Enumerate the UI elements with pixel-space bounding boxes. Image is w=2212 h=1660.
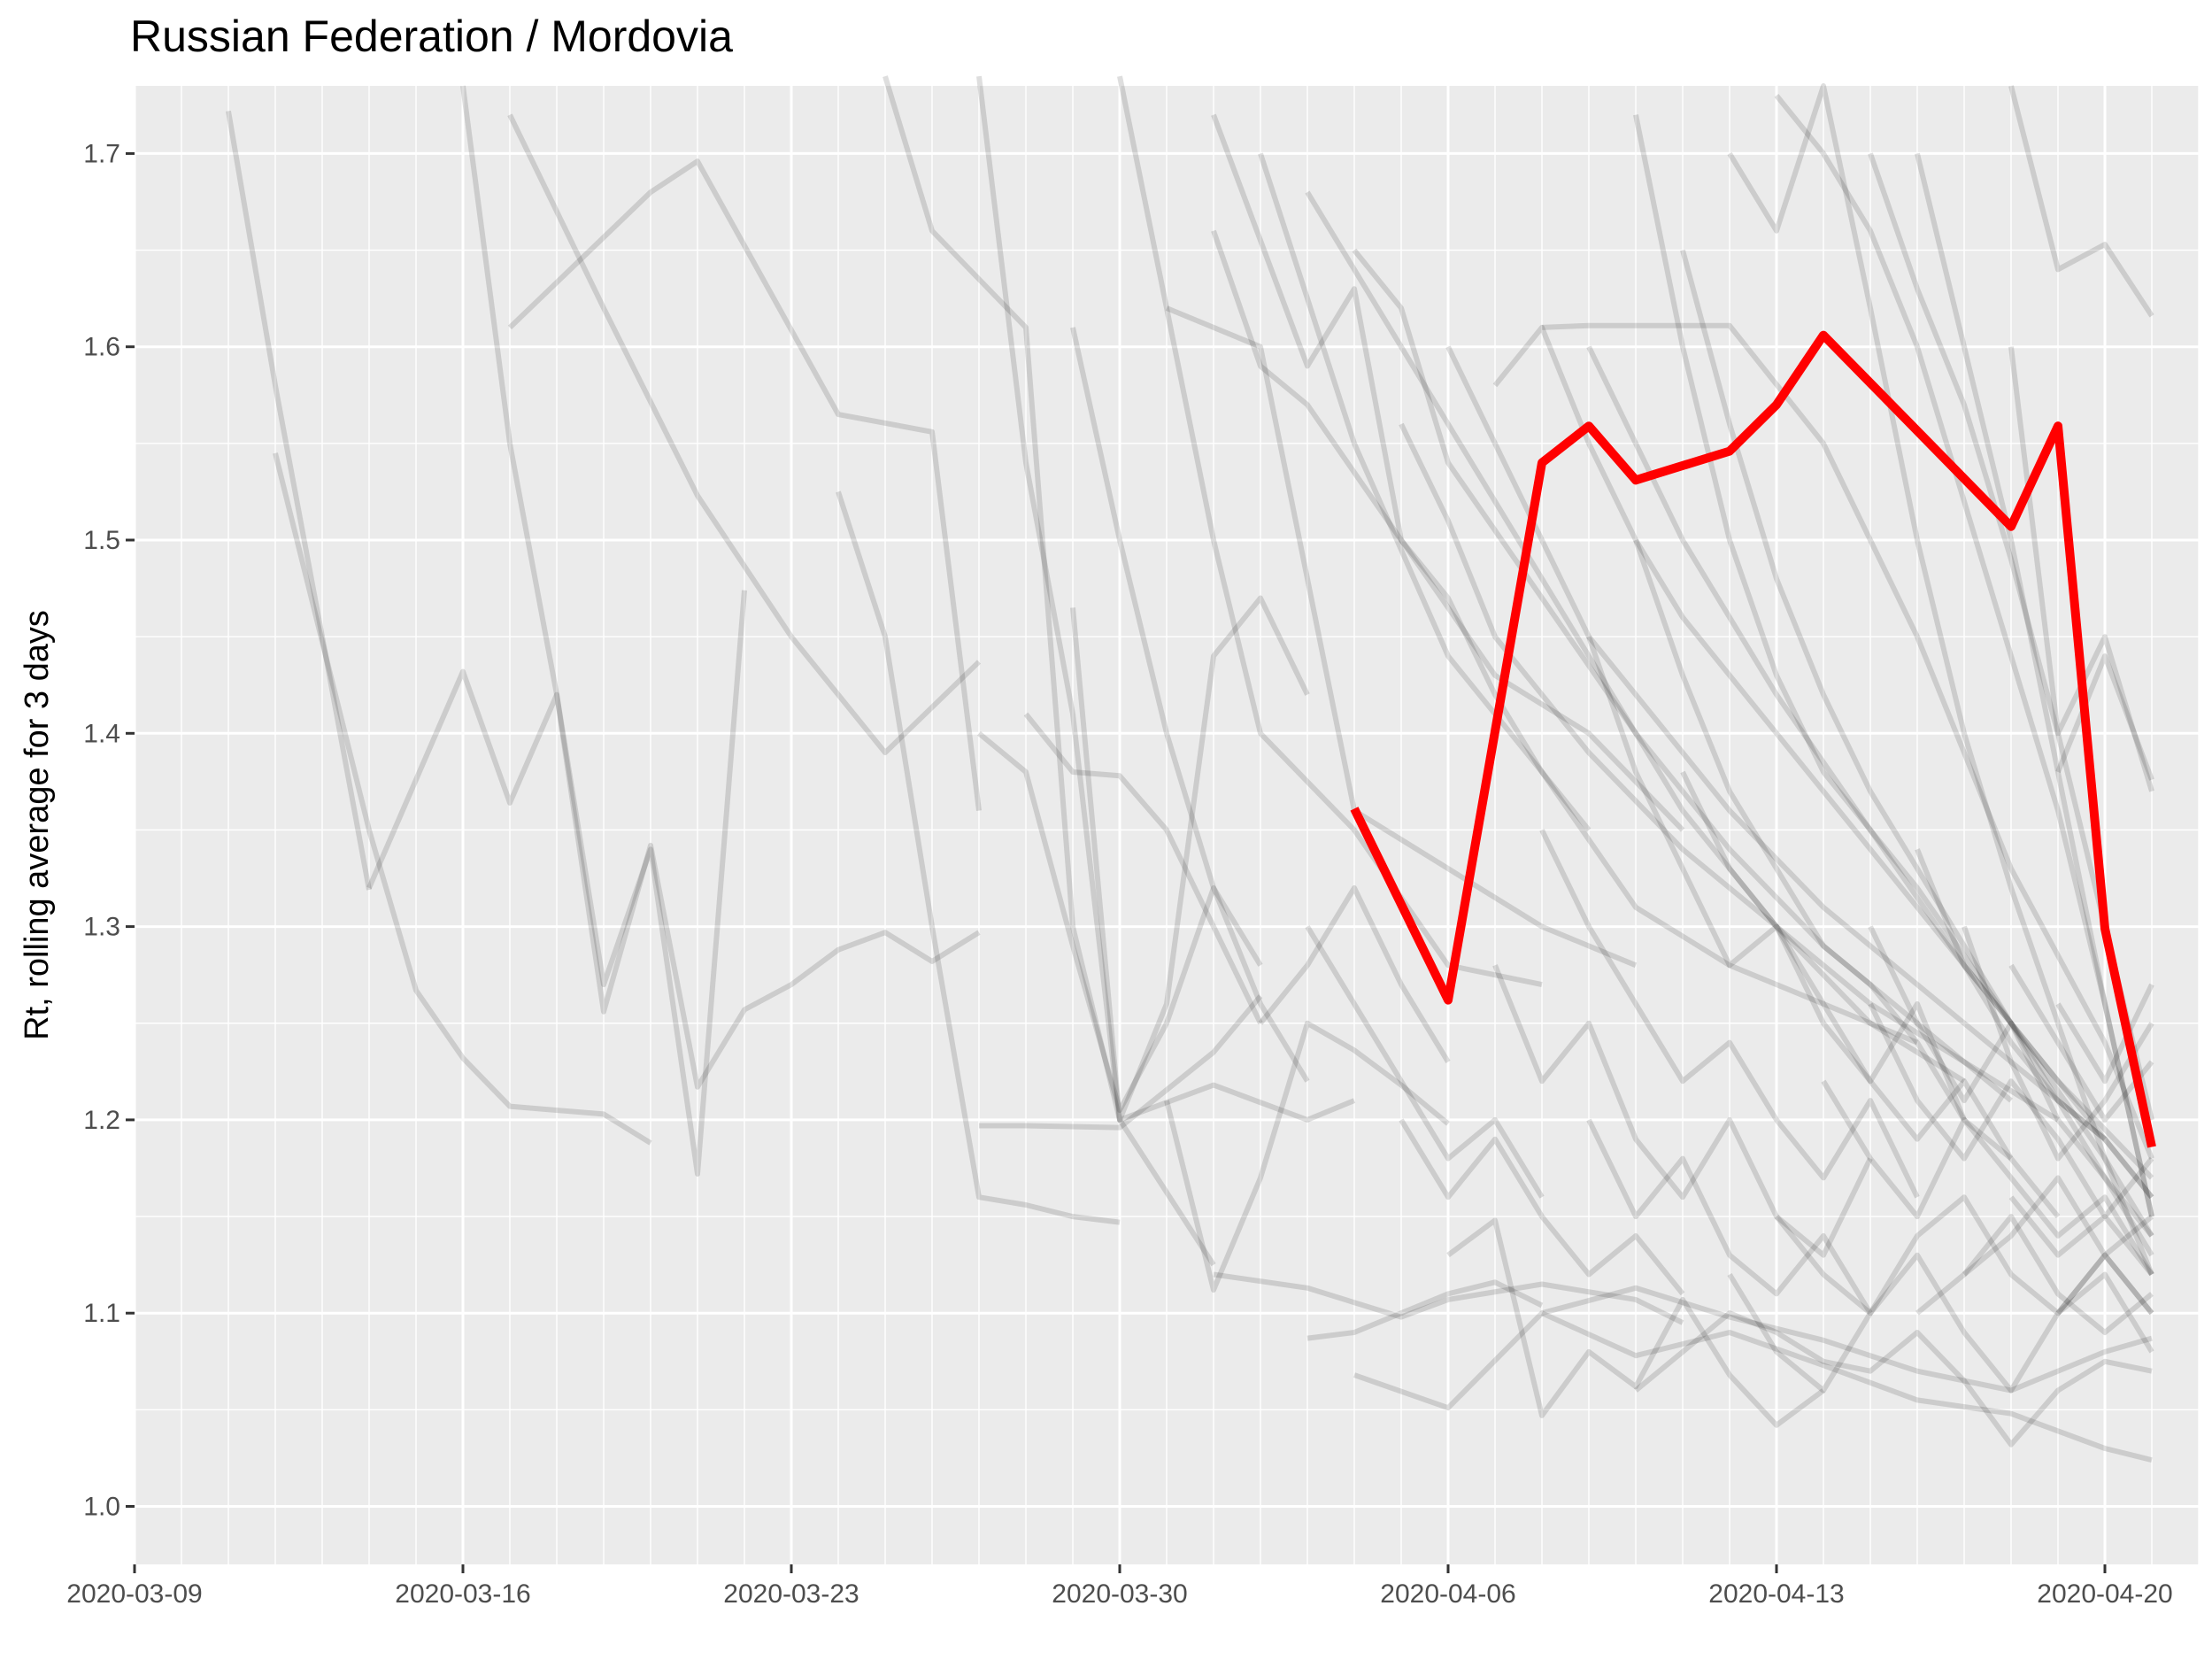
background-series-line (1915, 848, 2154, 1200)
background-series-line (1305, 190, 1966, 1084)
background-series-line (1446, 1217, 1825, 1428)
x-tick-label: 2020-03-23 (723, 1579, 859, 1609)
y-tick-label: 1.0 (83, 1493, 120, 1522)
background-series-line (1492, 964, 1873, 1258)
background-series-line (1353, 1285, 2153, 1411)
background-series-line (1492, 324, 2154, 1180)
background-series-line (2055, 983, 2154, 1085)
x-axis: 2020-03-09 2020-03-16 2020-03-23 2020-03-30… (66, 1564, 2173, 1609)
background-series-line (507, 158, 982, 811)
background-series-group (226, 75, 2154, 1463)
background-series-line (1586, 1118, 1873, 1315)
background-series-line (1727, 83, 2154, 1276)
background-series-line (1305, 925, 1545, 1199)
background-series-line (836, 490, 1121, 1225)
background-series-line (1213, 1271, 1684, 1325)
background-series-line (366, 668, 981, 1090)
background-series-line (1070, 595, 1310, 1123)
y-tick-label: 1.4 (83, 719, 120, 748)
background-series-line (1633, 539, 2013, 1161)
background-series-line (1070, 327, 1310, 1083)
background-series-line (1915, 1214, 2154, 1335)
background-series-line (2055, 1252, 2154, 1316)
background-series-line (2055, 653, 2154, 781)
background-series-line (2008, 1195, 2154, 1277)
background-series-line (1258, 884, 1451, 1063)
background-series-line (1306, 1279, 1544, 1341)
y-axis-title: Rt, rolling average for 3 days (19, 610, 56, 1040)
background-series-line (1117, 75, 1543, 988)
background-series-line (1211, 113, 1592, 832)
y-tick-label: 1.7 (83, 139, 120, 168)
x-tick-label: 2020-04-20 (2037, 1579, 2172, 1609)
background-series-line (1774, 1194, 2154, 1316)
background-series-line (1633, 114, 2154, 1238)
background-series-line (1962, 1175, 2154, 1316)
background-series-line (882, 75, 1216, 1267)
plot-panel (133, 75, 2200, 1564)
background-series-line (460, 85, 747, 1177)
background-series-line (2008, 963, 2154, 1123)
background-series-line (1258, 152, 1919, 1046)
x-tick-label: 2020-03-16 (395, 1579, 530, 1609)
background-series-line (226, 110, 372, 891)
background-series-line (1586, 636, 1967, 1122)
background-series-line (1164, 1020, 1450, 1293)
background-series-line (1399, 422, 2060, 1123)
background-series-line (976, 75, 1356, 1123)
y-axis: 1.0 1.1 1.2 1.3 1.4 1.5 1.6 1.7 (83, 139, 135, 1522)
background-series-line (977, 730, 1263, 1113)
x-tick-label: 2020-04-06 (1380, 1579, 1515, 1609)
background-series-line (1868, 1002, 2154, 1220)
x-tick-label: 2020-03-09 (66, 1579, 202, 1609)
background-series-line (2008, 85, 2154, 318)
background-series-line (1680, 770, 2061, 1218)
background-series-line (273, 452, 652, 1146)
y-tick-label: 1.5 (83, 526, 120, 555)
background-series-line (1868, 925, 2154, 1238)
background-series-line (979, 994, 1263, 1131)
background-series-line (1915, 152, 2154, 1217)
background-series-line (1540, 1310, 2153, 1463)
background-series-line (1774, 94, 2154, 1217)
background-series-line (1211, 229, 1685, 832)
background-series-line (1023, 712, 1263, 1025)
highlight-series-line (1350, 330, 2156, 1148)
chart-title: Russian Federation / Mordovia (130, 12, 733, 61)
background-series-line (1399, 1118, 1685, 1296)
x-tick-label: 2020-04-13 (1708, 1579, 1844, 1609)
background-series-line (1821, 1079, 2154, 1277)
background-series-line (1680, 249, 2154, 1257)
background-series-line (1541, 322, 2154, 1160)
major-gridlines (133, 86, 2199, 1564)
background-series-line (1634, 1310, 2153, 1448)
background-series-line (1352, 248, 2013, 1103)
y-tick-label: 1.2 (83, 1106, 120, 1135)
y-tick-label: 1.3 (83, 913, 120, 942)
background-series-line (1962, 925, 2154, 1162)
highlight-series-group (1350, 330, 2156, 1148)
background-series-line (1539, 829, 1920, 1199)
background-series-line (507, 113, 982, 756)
y-tick-label: 1.6 (83, 333, 120, 362)
x-tick-label: 2020-03-30 (1052, 1579, 1187, 1609)
background-series-line (1445, 345, 2107, 1142)
background-series-line (1727, 1252, 2154, 1394)
y-tick-label: 1.1 (83, 1299, 120, 1328)
